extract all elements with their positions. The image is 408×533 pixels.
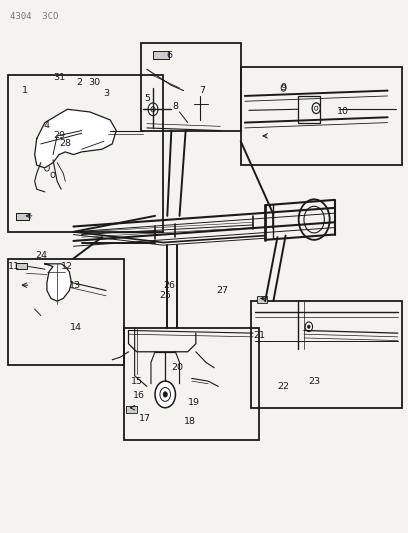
Circle shape: [148, 103, 158, 116]
Text: 24: 24: [35, 252, 47, 260]
Polygon shape: [45, 264, 71, 301]
Text: 4304  3CO: 4304 3CO: [10, 12, 59, 21]
Circle shape: [308, 325, 310, 328]
Circle shape: [53, 272, 61, 282]
Bar: [153, 51, 169, 59]
Text: 19: 19: [188, 398, 200, 407]
Text: 2: 2: [77, 78, 82, 87]
Text: 25: 25: [159, 292, 171, 300]
Bar: [124, 328, 259, 440]
Text: 27: 27: [216, 286, 228, 295]
Bar: [8, 259, 124, 365]
Bar: [251, 301, 402, 408]
Circle shape: [56, 136, 62, 143]
Text: 20: 20: [171, 364, 184, 372]
Text: 6: 6: [166, 52, 172, 60]
Bar: [241, 67, 402, 165]
Polygon shape: [35, 109, 116, 168]
Text: 11: 11: [8, 262, 20, 271]
Text: 16: 16: [133, 391, 145, 400]
Bar: [126, 406, 137, 413]
Circle shape: [299, 199, 330, 240]
Circle shape: [305, 322, 313, 332]
Text: 14: 14: [69, 324, 82, 332]
Circle shape: [163, 392, 167, 397]
Bar: [298, 96, 320, 123]
Circle shape: [81, 134, 86, 141]
Bar: [16, 213, 29, 220]
Bar: [16, 263, 27, 269]
Text: 21: 21: [253, 332, 265, 340]
Text: 10: 10: [337, 108, 349, 116]
Text: 8: 8: [173, 102, 178, 111]
Text: 5: 5: [144, 94, 150, 103]
Text: 29: 29: [53, 132, 65, 140]
Text: 30: 30: [88, 78, 100, 87]
Text: 7: 7: [199, 86, 205, 95]
Bar: [16, 213, 29, 220]
Text: 3: 3: [103, 89, 109, 98]
Text: 28: 28: [59, 140, 71, 148]
Circle shape: [155, 381, 175, 408]
Text: 18: 18: [184, 417, 196, 425]
Text: 17: 17: [139, 414, 151, 423]
Text: 9: 9: [281, 84, 286, 92]
Text: 26: 26: [163, 281, 175, 289]
Circle shape: [312, 103, 320, 114]
Text: 31: 31: [53, 73, 65, 82]
Bar: [8, 75, 163, 232]
Circle shape: [281, 85, 286, 91]
Text: 1: 1: [22, 86, 27, 95]
Bar: [141, 43, 241, 131]
Bar: [257, 296, 267, 303]
Text: 4: 4: [44, 121, 50, 130]
Text: 15: 15: [131, 377, 143, 385]
Text: 23: 23: [308, 377, 320, 385]
Text: 13: 13: [69, 281, 82, 289]
Text: 22: 22: [277, 382, 290, 391]
Text: 12: 12: [61, 262, 73, 271]
Circle shape: [69, 128, 74, 135]
